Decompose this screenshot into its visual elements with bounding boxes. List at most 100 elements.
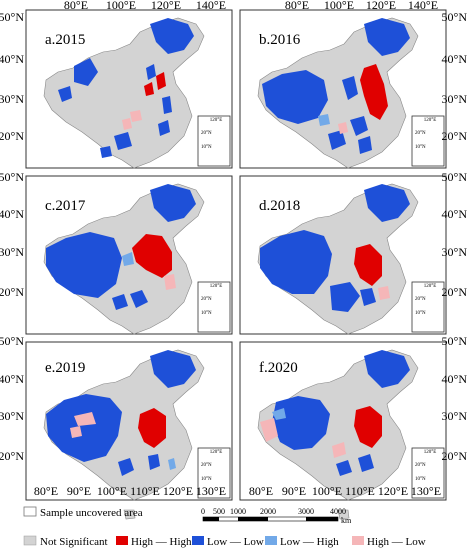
lon-label: 120°E (163, 484, 193, 498)
inset-lon-label: 120°E (210, 450, 223, 455)
lon-label: 110°E (345, 484, 375, 498)
lat-label: 50°N (0, 10, 24, 24)
lat-label: 40°N (0, 207, 24, 221)
lat-label: 50°N (0, 170, 24, 184)
low-low-region (148, 454, 160, 470)
low-low-region (146, 64, 156, 80)
lat-label: 30°N (442, 245, 468, 259)
panel-label: a.2015 (45, 32, 85, 48)
lon-label: 80°E (249, 484, 273, 498)
china-map (257, 183, 419, 354)
inset-lat-label: 10°N (201, 311, 212, 316)
low-high-region (122, 252, 134, 266)
low-low-region (364, 18, 410, 56)
scale-tick-label: 4000 (330, 507, 346, 516)
scale-tick-label: 0 (201, 507, 205, 516)
lat-label: 30°N (0, 409, 24, 423)
inset-lon-label: 120°E (424, 450, 437, 455)
china-map (257, 349, 419, 520)
low-low-region (74, 58, 98, 86)
inset-lat-label: 10°N (201, 477, 212, 482)
inset-lat-label: 20°N (415, 463, 426, 468)
high-low-region (130, 110, 142, 122)
high-low-region (332, 442, 346, 458)
lat-label: 40°N (442, 207, 468, 221)
high-low-region (164, 274, 176, 290)
legend-swatch (192, 536, 204, 545)
panel-label: e.2019 (45, 360, 85, 376)
low-low-region (162, 96, 172, 114)
low-high-region (318, 114, 330, 126)
lon-label: 80°E (34, 484, 58, 498)
south-china-sea-inset (411, 447, 445, 499)
low-low-region (150, 350, 196, 388)
map-panel: 120°E 20°N 10°N c.2017 (25, 175, 233, 354)
low-low-region (364, 184, 410, 222)
high-high-region (360, 64, 388, 120)
south-china-sea-inset (197, 115, 231, 167)
panel-label: d.2018 (259, 198, 300, 214)
china-map (43, 349, 205, 520)
low-low-region (342, 76, 358, 100)
scale-unit-label: km (341, 516, 352, 525)
low-low-region (46, 394, 122, 462)
high-low-region (338, 122, 348, 134)
china-map (43, 17, 205, 188)
map-panel: 120°E 20°N 10°N d.2018 (239, 175, 447, 354)
lon-label: 120°E (366, 0, 396, 12)
lon-label: 130°E (411, 484, 441, 498)
lon-label: 120°E (151, 0, 181, 12)
lon-label: 110°E (130, 484, 160, 498)
legend-label: Not Significant (40, 536, 108, 548)
lat-label: 20°N (442, 285, 468, 299)
legend-swatch (23, 535, 37, 546)
lat-label: 30°N (0, 92, 24, 106)
lat-labels-left: 50°N 40°N 30°N 20°N 50°N 40°N 30°N 20°N … (0, 10, 24, 463)
high-low-region (378, 286, 390, 300)
lat-labels-right: 50°N 40°N 30°N 20°N 50°N 40°N 30°N 20°N … (442, 10, 468, 463)
high-high-region (354, 406, 382, 448)
panel-label: b.2016 (259, 32, 301, 48)
inset-lat-label: 20°N (201, 131, 212, 136)
lat-label: 20°N (0, 129, 24, 143)
lat-label: 30°N (442, 92, 468, 106)
lon-labels-top: 80°E 100°E 120°E 140°E 80°E 100°E 120°E … (64, 0, 438, 12)
lat-label: 20°N (442, 129, 468, 143)
lat-label: 30°N (0, 245, 24, 259)
panel-label: c.2017 (45, 198, 86, 214)
lat-label: 40°N (0, 372, 24, 386)
lon-label: 140°E (408, 0, 438, 12)
lon-label: 100°E (97, 484, 127, 498)
low-low-region (46, 232, 122, 298)
lon-label: 100°E (324, 0, 354, 12)
lat-label: 40°N (442, 372, 468, 386)
lon-label: 90°E (282, 484, 306, 498)
low-low-region (260, 230, 332, 294)
south-china-sea-inset (411, 281, 445, 333)
lat-label: 30°N (442, 409, 468, 423)
high-low-region (74, 412, 96, 426)
low-low-region (360, 288, 376, 306)
south-china-sea-inset (197, 447, 231, 499)
lon-label: 80°E (285, 0, 309, 12)
low-low-region (112, 294, 128, 310)
map-panel: 120°E 20°N 10°N b.2016 (239, 9, 447, 188)
china-map (43, 183, 205, 354)
lat-label: 20°N (0, 449, 24, 463)
low-low-region (272, 396, 330, 450)
high-high-region (156, 72, 166, 90)
panel-label: f.2020 (259, 360, 298, 376)
low-low-region (150, 184, 196, 222)
south-china-sea-inset (411, 115, 445, 167)
map-panel: 120°E 20°N 10°N a.2015 (25, 9, 233, 188)
scale-tick-label: 3000 (298, 507, 314, 516)
inset-lat-label: 20°N (201, 297, 212, 302)
low-low-region (118, 458, 134, 476)
china-map (257, 17, 419, 188)
inset-lat-label: 10°N (415, 311, 426, 316)
lon-label: 90°E (67, 484, 91, 498)
low-low-region (328, 130, 346, 150)
lon-label: 100°E (106, 0, 136, 12)
low-low-region (150, 18, 194, 54)
